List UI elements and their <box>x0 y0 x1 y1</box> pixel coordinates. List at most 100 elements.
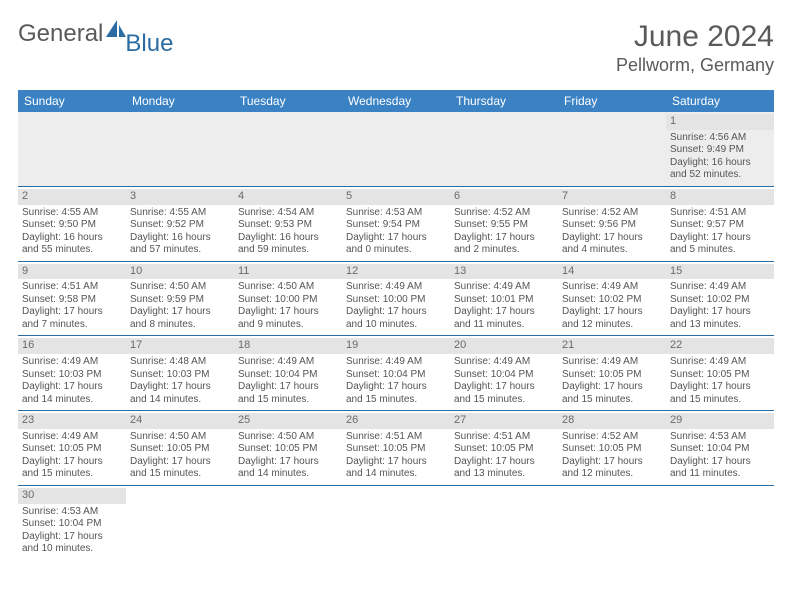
calendar-cell: 22Sunrise: 4:49 AMSunset: 10:05 PMDaylig… <box>666 336 774 411</box>
calendar-table: Sunday Monday Tuesday Wednesday Thursday… <box>18 90 774 560</box>
sunrise-text: Sunrise: 4:55 AM <box>22 207 122 220</box>
daylight-text: Daylight: 17 hours <box>454 381 554 394</box>
calendar-cell: 26Sunrise: 4:51 AMSunset: 10:05 PMDaylig… <box>342 411 450 486</box>
logo-text-general: General <box>18 20 103 48</box>
sunset-text: Sunset: 10:05 PM <box>562 369 662 382</box>
day-number: 22 <box>666 338 774 354</box>
daylight-text: and 10 minutes. <box>22 543 122 556</box>
col-monday: Monday <box>126 90 234 112</box>
day-number: 12 <box>342 264 450 280</box>
day-number: 20 <box>450 338 558 354</box>
calendar-cell: 20Sunrise: 4:49 AMSunset: 10:04 PMDaylig… <box>450 336 558 411</box>
sunset-text: Sunset: 10:05 PM <box>22 443 122 456</box>
daylight-text: and 2 minutes. <box>454 244 554 257</box>
col-wednesday: Wednesday <box>342 90 450 112</box>
day-number: 10 <box>126 264 234 280</box>
day-number: 28 <box>558 413 666 429</box>
sunset-text: Sunset: 9:59 PM <box>130 294 230 307</box>
daylight-text: Daylight: 16 hours <box>130 232 230 245</box>
day-number: 11 <box>234 264 342 280</box>
daylight-text: and 15 minutes. <box>562 394 662 407</box>
daylight-text: and 15 minutes. <box>346 394 446 407</box>
daylight-text: and 7 minutes. <box>22 319 122 332</box>
calendar-cell <box>342 485 450 559</box>
calendar-cell <box>234 112 342 186</box>
sunrise-text: Sunrise: 4:50 AM <box>130 431 230 444</box>
sunset-text: Sunset: 9:56 PM <box>562 219 662 232</box>
daylight-text: Daylight: 17 hours <box>562 232 662 245</box>
sunrise-text: Sunrise: 4:53 AM <box>22 506 122 519</box>
day-number: 27 <box>450 413 558 429</box>
daylight-text: Daylight: 17 hours <box>22 456 122 469</box>
daylight-text: and 55 minutes. <box>22 244 122 257</box>
sunset-text: Sunset: 10:04 PM <box>670 443 770 456</box>
daylight-text: and 4 minutes. <box>562 244 662 257</box>
logo: General Blue <box>18 20 177 48</box>
calendar-cell <box>234 485 342 559</box>
daylight-text: and 14 minutes. <box>346 468 446 481</box>
calendar-cell <box>450 112 558 186</box>
sunrise-text: Sunrise: 4:51 AM <box>670 207 770 220</box>
sunset-text: Sunset: 9:54 PM <box>346 219 446 232</box>
day-number: 9 <box>18 264 126 280</box>
calendar-cell: 14Sunrise: 4:49 AMSunset: 10:02 PMDaylig… <box>558 261 666 336</box>
calendar-week: 2Sunrise: 4:55 AMSunset: 9:50 PMDaylight… <box>18 186 774 261</box>
day-number: 13 <box>450 264 558 280</box>
day-number: 19 <box>342 338 450 354</box>
daylight-text: and 14 minutes. <box>238 468 338 481</box>
daylight-text: and 15 minutes. <box>454 394 554 407</box>
calendar-cell <box>126 112 234 186</box>
daylight-text: and 14 minutes. <box>22 394 122 407</box>
daylight-text: Daylight: 16 hours <box>22 232 122 245</box>
daylight-text: Daylight: 17 hours <box>670 381 770 394</box>
header: General Blue June 2024 Pellworm, Germany <box>18 20 774 76</box>
logo-sail-icon <box>105 19 127 44</box>
month-title: June 2024 <box>616 20 774 53</box>
calendar-cell <box>450 485 558 559</box>
sunrise-text: Sunrise: 4:51 AM <box>454 431 554 444</box>
daylight-text: Daylight: 17 hours <box>670 232 770 245</box>
calendar-week: 30Sunrise: 4:53 AMSunset: 10:04 PMDaylig… <box>18 485 774 559</box>
day-number: 24 <box>126 413 234 429</box>
daylight-text: and 11 minutes. <box>670 468 770 481</box>
col-thursday: Thursday <box>450 90 558 112</box>
day-number: 15 <box>666 264 774 280</box>
daylight-text: Daylight: 17 hours <box>238 456 338 469</box>
sunset-text: Sunset: 10:04 PM <box>22 518 122 531</box>
daylight-text: Daylight: 17 hours <box>130 381 230 394</box>
daylight-text: Daylight: 17 hours <box>562 306 662 319</box>
daylight-text: Daylight: 17 hours <box>238 381 338 394</box>
daylight-text: Daylight: 17 hours <box>346 381 446 394</box>
sunset-text: Sunset: 10:05 PM <box>238 443 338 456</box>
daylight-text: and 12 minutes. <box>562 319 662 332</box>
sunrise-text: Sunrise: 4:49 AM <box>454 281 554 294</box>
daylight-text: and 15 minutes. <box>130 468 230 481</box>
daylight-text: Daylight: 17 hours <box>238 306 338 319</box>
calendar-cell: 23Sunrise: 4:49 AMSunset: 10:05 PMDaylig… <box>18 411 126 486</box>
day-number: 16 <box>18 338 126 354</box>
sunrise-text: Sunrise: 4:51 AM <box>346 431 446 444</box>
daylight-text: and 13 minutes. <box>670 319 770 332</box>
calendar-week: 16Sunrise: 4:49 AMSunset: 10:03 PMDaylig… <box>18 336 774 411</box>
sunrise-text: Sunrise: 4:49 AM <box>670 356 770 369</box>
day-number: 21 <box>558 338 666 354</box>
calendar-cell <box>558 485 666 559</box>
calendar-week: 1Sunrise: 4:56 AMSunset: 9:49 PMDaylight… <box>18 112 774 186</box>
sunrise-text: Sunrise: 4:52 AM <box>454 207 554 220</box>
daylight-text: Daylight: 17 hours <box>22 531 122 544</box>
calendar-cell: 30Sunrise: 4:53 AMSunset: 10:04 PMDaylig… <box>18 485 126 559</box>
calendar-cell: 12Sunrise: 4:49 AMSunset: 10:00 PMDaylig… <box>342 261 450 336</box>
daylight-text: Daylight: 17 hours <box>454 456 554 469</box>
day-number: 23 <box>18 413 126 429</box>
daylight-text: and 59 minutes. <box>238 244 338 257</box>
calendar-cell: 5Sunrise: 4:53 AMSunset: 9:54 PMDaylight… <box>342 186 450 261</box>
calendar-week: 9Sunrise: 4:51 AMSunset: 9:58 PMDaylight… <box>18 261 774 336</box>
sunset-text: Sunset: 10:02 PM <box>670 294 770 307</box>
daylight-text: and 52 minutes. <box>670 169 770 182</box>
calendar-cell: 29Sunrise: 4:53 AMSunset: 10:04 PMDaylig… <box>666 411 774 486</box>
calendar-cell <box>18 112 126 186</box>
calendar-cell <box>126 485 234 559</box>
sunset-text: Sunset: 10:05 PM <box>562 443 662 456</box>
sunset-text: Sunset: 9:52 PM <box>130 219 230 232</box>
location: Pellworm, Germany <box>616 55 774 76</box>
